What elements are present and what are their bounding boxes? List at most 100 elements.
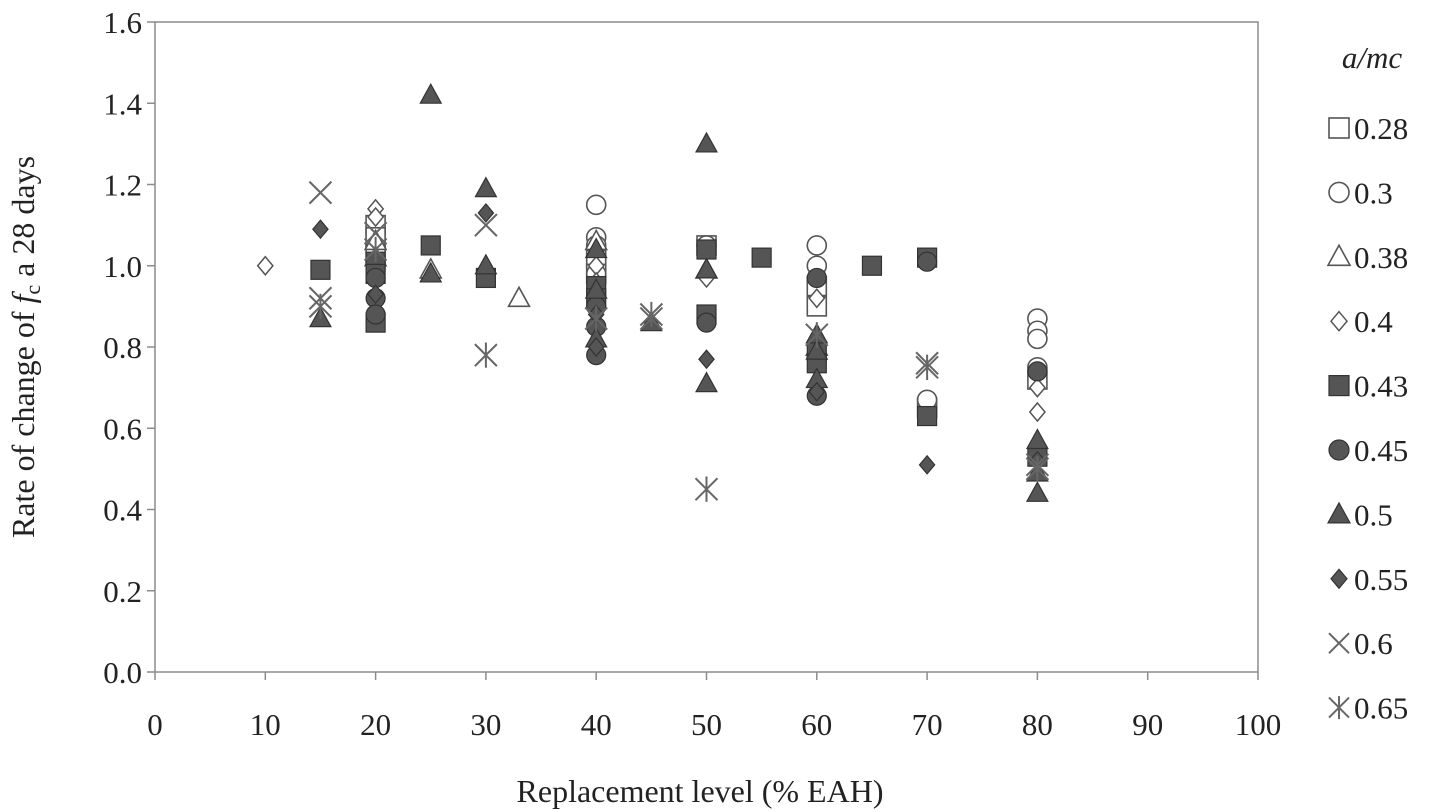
- data-point: [308, 180, 333, 205]
- data-point: [419, 261, 443, 283]
- data-point: [310, 259, 331, 280]
- x-tick-label: 70: [912, 707, 943, 742]
- data-point: [584, 305, 608, 332]
- x-axis-title: Replacement level (% EAH): [517, 773, 884, 809]
- legend-marker: [1328, 439, 1350, 461]
- data-point: [696, 239, 717, 260]
- legend-label: 0.38: [1354, 240, 1408, 275]
- legend-item: 0.4: [1330, 304, 1393, 339]
- y-tick-label: 0.4: [103, 493, 142, 528]
- data-point: [861, 255, 883, 276]
- data-point: [1028, 377, 1046, 398]
- legend-item: 0.3: [1328, 175, 1393, 210]
- legend-marker: [1330, 568, 1348, 590]
- data-point: [363, 221, 388, 245]
- data-point: [918, 454, 936, 475]
- data-point: [916, 251, 938, 272]
- y-tick-label: 0.2: [103, 574, 142, 609]
- y-tick-label: 1.6: [103, 5, 142, 40]
- y-tick-label: 1.4: [103, 86, 142, 121]
- legend-item: 0.5: [1326, 497, 1393, 532]
- legend-label: 0.6: [1354, 626, 1393, 661]
- data-point: [312, 219, 329, 240]
- legend-marker: [1328, 375, 1350, 397]
- x-tick-label: 80: [1022, 707, 1053, 742]
- data-point: [639, 301, 664, 328]
- legend-marker: [1326, 501, 1352, 524]
- x-tick-label: 40: [581, 707, 612, 742]
- legend-marker: [1328, 117, 1350, 139]
- data-point: [363, 236, 388, 263]
- data-point: [808, 381, 826, 402]
- legend-marker: [1330, 310, 1348, 332]
- x-tick-label: 10: [250, 707, 281, 742]
- legend-item: 0.28: [1328, 111, 1408, 146]
- data-point: [474, 213, 498, 237]
- axis-ticks: 0 10 20 30 40 50 60 70 80 90 100 0.0 0.2 0.4 0.6 0.8 1.0…: [103, 5, 1281, 742]
- y-axis-title-suffix: a 28 days: [5, 156, 41, 285]
- legend-item: 0.43: [1328, 369, 1408, 404]
- data-point: [808, 288, 826, 309]
- data-point: [698, 349, 715, 370]
- legend-marker: [1328, 632, 1350, 654]
- legend-marker: [1328, 696, 1350, 720]
- legend-label: 0.28: [1354, 111, 1408, 146]
- y-tick-label: 0.0: [103, 655, 142, 690]
- data-point: [507, 285, 531, 308]
- data-point: [696, 312, 717, 333]
- data-point: [477, 202, 495, 223]
- legend-label: 0.55: [1354, 562, 1408, 597]
- data-point: [915, 354, 939, 380]
- data-point: [695, 257, 718, 279]
- data-point: [585, 194, 607, 216]
- y-tick-label: 0.6: [103, 411, 142, 446]
- data-point: [916, 405, 938, 427]
- series-0.45: [365, 251, 1048, 406]
- y-axis-title-subscript: c: [20, 285, 45, 295]
- data-point: [419, 82, 443, 104]
- data-point: [1025, 481, 1049, 502]
- data-point: [1025, 456, 1050, 482]
- data-point: [587, 337, 605, 357]
- x-tick-label: 60: [801, 707, 832, 742]
- legend-item: 0.38: [1326, 240, 1408, 275]
- data-point: [308, 293, 333, 320]
- data-point: [1027, 328, 1048, 350]
- data-point: [256, 255, 274, 276]
- data-point: [751, 247, 772, 268]
- data-point: [420, 235, 441, 256]
- legend-label: 0.65: [1354, 691, 1408, 726]
- data-point: [584, 237, 608, 259]
- data-point: [367, 206, 385, 228]
- x-tick-label: 100: [1235, 707, 1282, 742]
- legend-item: 0.6: [1328, 626, 1393, 661]
- data-point: [365, 304, 386, 325]
- legend-label: 0.43: [1354, 369, 1408, 404]
- data-point: [806, 267, 827, 289]
- data-point: [806, 235, 828, 256]
- data-point: [695, 131, 718, 153]
- x-tick-label: 90: [1132, 707, 1163, 742]
- legend-item: 0.55: [1330, 562, 1408, 597]
- data-point: [584, 277, 608, 299]
- plot-area: [154, 21, 1259, 673]
- legend-marker: [1326, 243, 1352, 267]
- data-point: [695, 371, 718, 393]
- y-tick-label: 0.8: [103, 330, 142, 365]
- y-axis-title: Rate of change of fc a 28 days: [5, 156, 45, 538]
- series-0.65: [308, 236, 1050, 502]
- data-point: [694, 476, 719, 502]
- data-point: [474, 176, 498, 198]
- legend-label: 0.5: [1354, 497, 1393, 532]
- data-point: [474, 253, 498, 275]
- data-point: [1027, 361, 1048, 382]
- data-point: [367, 284, 384, 305]
- data-point: [1028, 401, 1046, 423]
- legend-marker: [1328, 181, 1350, 204]
- x-tick-label: 30: [470, 707, 501, 742]
- legend-label: 0.3: [1354, 175, 1393, 210]
- y-tick-label: 1.0: [103, 249, 142, 284]
- x-tick-label: 20: [360, 707, 391, 742]
- data-point: [805, 322, 829, 348]
